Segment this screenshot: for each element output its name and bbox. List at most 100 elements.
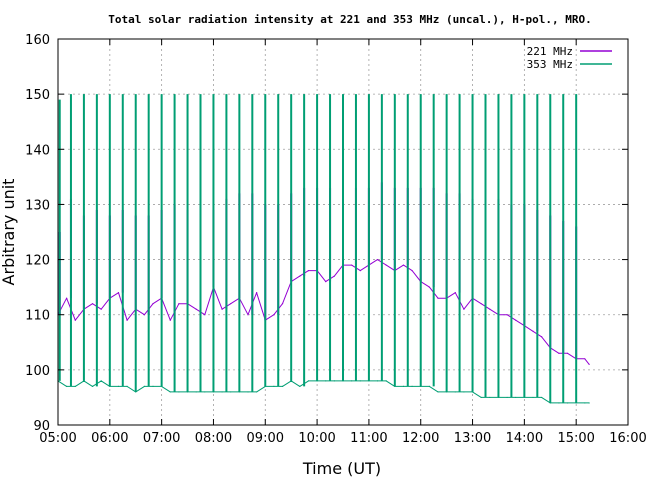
data-point-353-mhz: [489, 396, 491, 399]
data-point-353-mhz: [437, 391, 439, 393]
data-point-221-mhz: [532, 330, 534, 332]
x-tick-label: 16:00: [609, 431, 646, 446]
data-point-221-mhz: [273, 314, 275, 316]
data-point-221-mhz: [385, 264, 387, 266]
data-point-353-mhz: [126, 385, 128, 387]
data-point-353-mhz: [359, 380, 361, 382]
y-axis-label: Arbitrary unit: [0, 179, 18, 286]
data-point-353-mhz: [325, 380, 327, 382]
data-point-353-mhz: [454, 391, 456, 393]
data-point-353-mhz: [100, 380, 102, 382]
data-point-221-mhz: [195, 308, 197, 310]
data-point-221-mhz: [588, 363, 590, 365]
data-point-353-mhz: [204, 391, 206, 393]
data-point-353-mhz: [307, 380, 310, 382]
data-point-221-mhz: [376, 258, 379, 261]
data-point-353-mhz: [91, 385, 94, 387]
data-point-353-mhz: [247, 391, 249, 393]
data-point-221-mhz: [584, 358, 586, 360]
data-point-353-mhz: [411, 385, 413, 387]
data-point-353-mhz: [532, 396, 534, 399]
data-point-353-mhz: [143, 385, 145, 387]
data-point-353-mhz: [195, 391, 197, 393]
data-point-353-mhz: [152, 385, 154, 387]
chart-title: Total solar radiation intensity at 221 a…: [108, 13, 591, 26]
data-point-221-mhz: [143, 314, 145, 316]
x-tick-label: 06:00: [91, 431, 128, 446]
data-point-353-mhz: [376, 380, 379, 382]
data-point-353-mhz: [566, 402, 569, 404]
data-point-353-mhz: [333, 380, 335, 382]
y-axis-ticks: 90 100 110 120 130 140 150 160: [25, 33, 628, 434]
x-tick-label: 13:00: [454, 431, 491, 446]
data-point-221-mhz: [558, 352, 560, 354]
data-point-221-mhz: [230, 303, 232, 305]
x-tick-label: 11:00: [350, 431, 387, 446]
x-tick-label: 08:00: [195, 431, 232, 446]
data-point-221-mhz: [169, 319, 171, 321]
data-point-221-mhz: [307, 270, 310, 272]
data-point-353-mhz: [515, 396, 517, 399]
data-point-353-mhz: [541, 396, 543, 399]
data-point-353-mhz: [117, 385, 120, 387]
data-point-221-mhz: [152, 303, 154, 305]
y-tick-label: 100: [25, 364, 50, 379]
x-tick-label: 14:00: [506, 431, 543, 446]
data-point-353-mhz: [66, 385, 68, 387]
data-point-221-mhz: [66, 297, 68, 299]
x-tick-label: 09:00: [247, 431, 284, 446]
y-tick-label: 110: [25, 309, 50, 324]
data-point-221-mhz: [281, 303, 284, 305]
data-point-221-mhz: [489, 308, 491, 310]
data-point-221-mhz: [256, 292, 258, 294]
data-point-353-mhz: [256, 391, 258, 393]
data-point-353-mhz: [351, 380, 353, 382]
series-353-mhz: [57, 94, 590, 404]
data-point-221-mhz: [299, 275, 301, 277]
series-layer: [57, 94, 590, 404]
data-point-221-mhz: [428, 286, 430, 288]
y-tick-label: 160: [25, 33, 50, 48]
data-point-221-mhz: [126, 319, 128, 321]
y-tick-label: 90: [33, 419, 50, 434]
series-line-353-mhz: [57, 380, 590, 404]
x-tick-label: 12:00: [402, 431, 439, 446]
data-point-353-mhz: [584, 402, 586, 404]
y-tick-label: 120: [25, 254, 50, 269]
data-point-353-mhz: [299, 385, 301, 387]
data-point-221-mhz: [411, 270, 413, 272]
data-point-221-mhz: [454, 292, 456, 294]
data-point-353-mhz: [402, 385, 405, 387]
data-point-221-mhz: [221, 308, 223, 310]
data-point-221-mhz: [506, 314, 508, 316]
plot-frame: [57, 38, 629, 426]
series-line-221-mhz: [57, 259, 590, 365]
data-point-221-mhz: [117, 292, 120, 294]
data-point-353-mhz: [588, 402, 590, 404]
legend-label: 221 MHz: [527, 45, 573, 58]
data-point-221-mhz: [100, 308, 102, 310]
data-point-353-mhz: [506, 396, 508, 399]
data-point-221-mhz: [463, 308, 465, 310]
data-point-353-mhz: [221, 391, 223, 393]
data-point-221-mhz: [402, 264, 405, 266]
data-point-353-mhz: [273, 385, 275, 387]
data-point-353-mhz: [230, 391, 232, 393]
x-tick-label: 07:00: [143, 431, 180, 446]
data-point-353-mhz: [169, 391, 171, 393]
y-tick-label: 150: [25, 88, 50, 103]
data-point-353-mhz: [74, 385, 76, 387]
x-axis-label: Time (UT): [302, 459, 381, 478]
data-point-353-mhz: [385, 380, 387, 382]
y-tick-label: 130: [25, 198, 50, 213]
x-tick-label: 15:00: [557, 431, 594, 446]
data-point-353-mhz: [463, 391, 465, 393]
data-point-221-mhz: [325, 281, 327, 283]
data-point-353-mhz: [480, 396, 482, 399]
legend-label: 353 MHz: [527, 58, 573, 71]
data-point-221-mhz: [359, 270, 361, 272]
data-point-221-mhz: [566, 352, 569, 354]
series-221-mhz: [57, 182, 590, 365]
